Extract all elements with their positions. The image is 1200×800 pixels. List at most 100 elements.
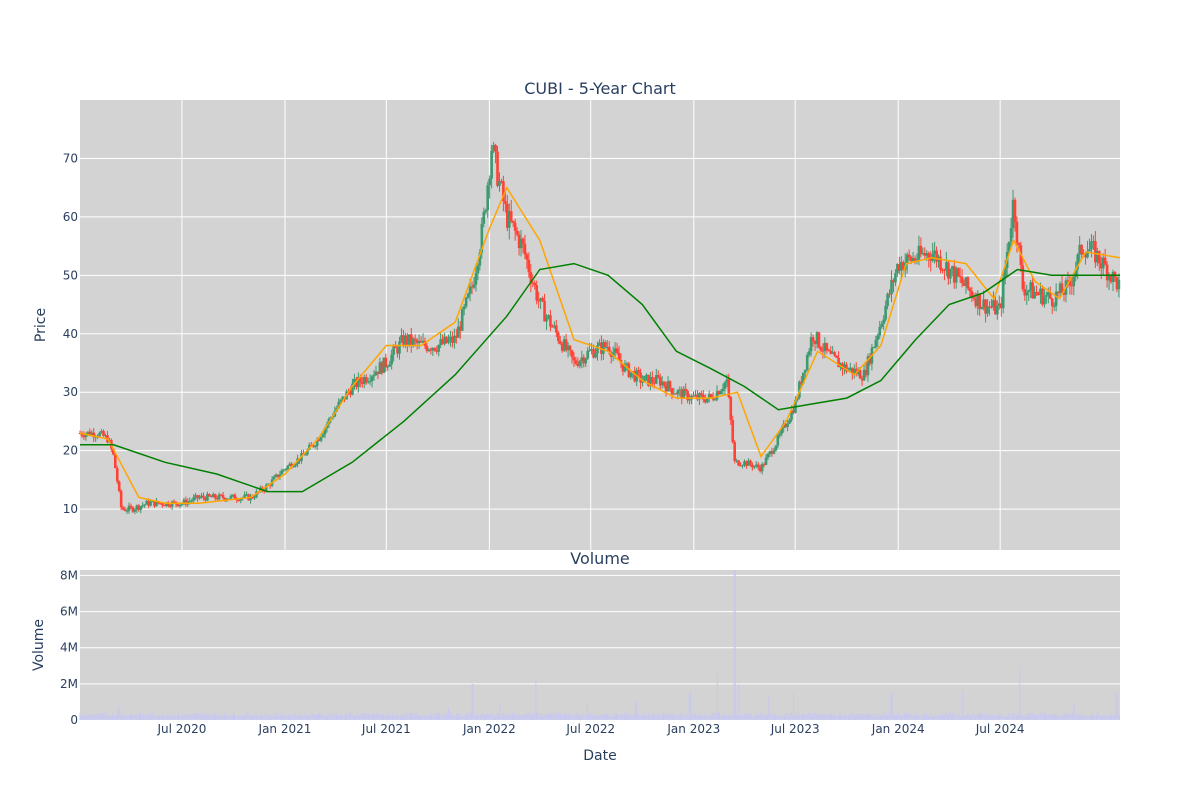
- candle-body: [707, 394, 711, 399]
- candle-body: [876, 335, 880, 340]
- candle-body: [447, 339, 450, 343]
- volume-bar: [658, 712, 660, 720]
- volume-bar: [201, 713, 203, 720]
- candle-body: [143, 504, 146, 506]
- volume-bar: [860, 713, 862, 720]
- candle-body: [453, 335, 456, 343]
- candle-body: [211, 494, 215, 498]
- candle-body: [115, 468, 119, 482]
- volume-bar: [1087, 716, 1089, 720]
- volume-bar: [898, 712, 900, 720]
- volume-bar: [483, 715, 485, 720]
- volume-bar: [560, 713, 562, 720]
- candle-body: [966, 277, 970, 289]
- volume-bar: [1012, 712, 1014, 720]
- volume-bar: [157, 716, 159, 720]
- volume-bar: [779, 715, 781, 720]
- candle-body: [790, 410, 793, 420]
- volume-bar: [687, 716, 689, 720]
- volume-bar: [1101, 716, 1103, 720]
- candle-body: [617, 353, 621, 361]
- volume-bar: [300, 714, 302, 720]
- volume-bar: [894, 715, 896, 720]
- candle-body: [672, 393, 676, 395]
- volume-bar: [310, 715, 312, 720]
- volume-bar: [843, 713, 845, 720]
- volume-bar: [980, 712, 982, 720]
- volume-bar: [1099, 715, 1101, 720]
- volume-bar: [686, 715, 688, 720]
- candle-body: [429, 349, 433, 351]
- volume-bar: [794, 716, 796, 720]
- candle-body: [654, 375, 658, 384]
- volume-bar: [1031, 712, 1033, 720]
- candle-body: [1078, 245, 1081, 255]
- volume-bar: [282, 714, 284, 720]
- volume-bar: [444, 714, 446, 720]
- volume-bar: [139, 712, 141, 720]
- volume-bar: [664, 712, 666, 720]
- volume-bar: [1074, 703, 1076, 720]
- volume-bar: [481, 713, 483, 720]
- volume-bar: [131, 714, 133, 720]
- volume-bar: [171, 715, 173, 720]
- volume-bar: [231, 714, 233, 720]
- volume-bar: [846, 716, 848, 720]
- candle-body: [353, 378, 356, 384]
- volume-bar: [581, 714, 583, 720]
- volume-bar: [379, 715, 381, 720]
- volume-bar: [829, 713, 831, 720]
- volume-bar: [1070, 715, 1072, 720]
- volume-bar: [680, 713, 682, 720]
- volume-bar: [939, 715, 941, 720]
- volume-bar: [1061, 716, 1063, 720]
- volume-bar: [544, 714, 546, 720]
- volume-bar: [281, 714, 283, 720]
- volume-bar: [509, 714, 511, 720]
- candle-body: [535, 285, 539, 301]
- volume-bar: [1080, 713, 1082, 720]
- volume-bar: [899, 715, 901, 720]
- candle-body: [1111, 271, 1115, 282]
- candle-body: [86, 431, 90, 434]
- candle-body: [284, 468, 288, 470]
- volume-bar: [487, 713, 489, 720]
- candle-body: [786, 423, 789, 427]
- candle-body: [674, 393, 678, 395]
- volume-bar: [935, 716, 937, 720]
- volume-bar: [753, 715, 755, 720]
- volume-bar: [836, 716, 838, 720]
- volume-bar: [943, 716, 945, 720]
- volume-bar: [352, 713, 354, 720]
- volume-bar: [866, 713, 868, 720]
- volume-bar: [85, 714, 87, 720]
- volume-bar: [79, 712, 81, 720]
- volume-bar: [320, 713, 322, 720]
- volume-bar: [982, 713, 984, 720]
- volume-bar: [455, 712, 457, 720]
- volume-bar: [166, 714, 168, 720]
- volume-bar: [977, 715, 979, 720]
- volume-bar: [299, 714, 301, 720]
- candle-body: [1035, 291, 1038, 294]
- candle-body: [747, 460, 750, 466]
- volume-bar: [744, 714, 746, 720]
- volume-bar: [698, 715, 700, 720]
- volume-bar: [577, 716, 579, 720]
- volume-bar: [477, 714, 479, 720]
- volume-bar: [91, 715, 93, 720]
- volume-bar: [649, 714, 651, 720]
- volume-bar: [695, 713, 697, 720]
- volume-bar: [471, 683, 473, 720]
- candle-body: [457, 326, 460, 338]
- candle-body: [880, 324, 884, 328]
- volume-bar: [304, 713, 306, 720]
- volume-bar: [555, 712, 557, 720]
- volume-bar: [114, 715, 116, 720]
- volume-bar: [911, 716, 913, 720]
- candle-body: [349, 391, 352, 395]
- volume-bar: [1096, 713, 1098, 720]
- volume-bar: [111, 713, 113, 720]
- volume-bar: [147, 713, 149, 720]
- volume-bar: [319, 712, 321, 720]
